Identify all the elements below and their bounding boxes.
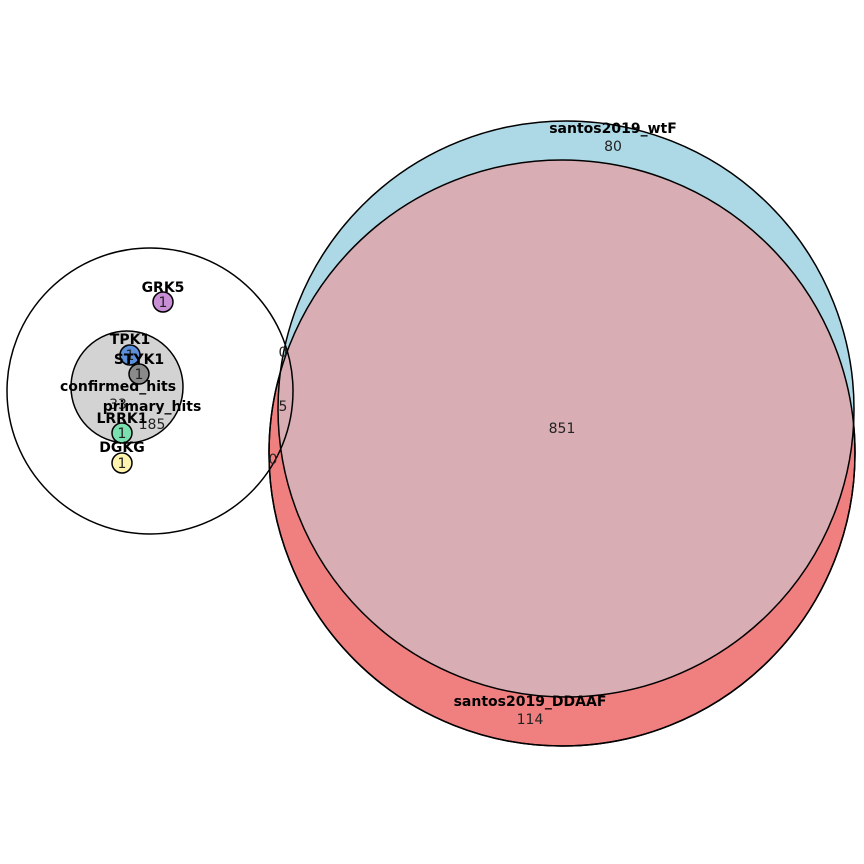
primary-ddaaf-count: 0 — [269, 452, 278, 468]
santos2019-wtf-count: 80 — [604, 139, 622, 155]
primary-hits-circle — [6, 247, 294, 535]
singleton-label: GRK5 — [142, 280, 185, 296]
singleton-tpk1: 1 TPK1 — [110, 332, 150, 366]
singleton-count: 1 — [159, 295, 168, 311]
overlap-region — [278, 160, 854, 697]
singleton-count: 1 — [118, 426, 127, 442]
singleton-label: LRRK1 — [96, 411, 147, 427]
santos2019-ddaaf-circle-outline — [268, 159, 856, 747]
singleton-grk5: 1 GRK5 — [142, 280, 185, 313]
primary-wtf-count: 0 — [279, 345, 288, 361]
overlap-count: 851 — [549, 421, 576, 437]
singleton-circle — [119, 344, 141, 366]
santos2019-wtf-label: santos2019_wtF — [549, 121, 677, 137]
confirmed-hits-label: confirmed_hits — [60, 379, 176, 395]
confirmed-hits-count: 33 — [109, 397, 127, 413]
santos2019-ddaaf-count: 114 — [517, 712, 544, 728]
singleton-label: STYK1 — [114, 352, 164, 368]
santos2019-ddaaf-label: santos2019_DDAAF — [454, 694, 607, 710]
primary-hits-label: primary_hits — [103, 399, 202, 415]
primary-hits-count: 185 — [139, 417, 166, 433]
singleton-count: 1 — [126, 348, 135, 364]
singleton-circle — [111, 452, 133, 474]
singleton-count: 1 — [135, 367, 144, 383]
singleton-circle — [111, 422, 133, 444]
singleton-dgkg: 1 DGKG — [99, 440, 145, 474]
singleton-styk1: 1 STYK1 — [114, 352, 164, 385]
confirmed-hits-circle — [70, 330, 184, 444]
singleton-circle — [152, 291, 174, 313]
singleton-label: TPK1 — [110, 332, 150, 348]
primary-both-count: 5 — [279, 399, 288, 415]
singleton-lrrk1: 1 LRRK1 — [96, 411, 148, 444]
singleton-count: 1 — [118, 456, 127, 472]
singleton-circle — [128, 363, 150, 385]
santos2019-wtf-circle-outline — [277, 120, 855, 698]
singleton-label: DGKG — [99, 440, 144, 456]
